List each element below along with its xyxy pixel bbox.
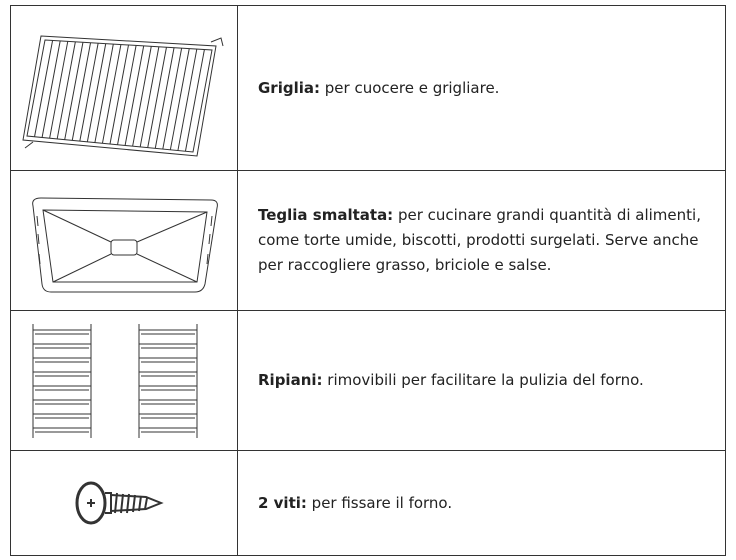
rack-rung [33,329,91,334]
description: per cucinare grandi quantità di alimenti… [258,206,701,274]
rack-rung [33,399,91,404]
screw-cross [87,499,95,507]
description: per fissare il forno. [311,493,453,512]
racks-image [32,323,198,438]
screw-shank [110,493,164,513]
grill-bar [109,44,129,145]
text-cell: Ripiani: rimovibili per facilitare la pu… [237,310,726,451]
rack-rung [139,427,197,432]
grill-bar [101,44,122,144]
grill-bar [86,43,107,142]
grill-frame [22,35,217,157]
description: rimovibili per facilitare la pulizia del… [327,371,644,389]
rack-rung [33,371,91,376]
grill-bar [147,47,167,148]
rack-rung [139,399,197,404]
term: Ripiani: [258,371,323,389]
grill-bar [56,41,76,140]
rack-rung [139,343,197,348]
tray-base [42,208,208,282]
row: Griglia: per cuocere e grigliare. [10,5,726,171]
rack-rung [33,343,91,348]
grill-bar [184,49,205,152]
image-cell [10,450,238,556]
rack-rung [33,413,91,418]
grill-bar [154,47,175,149]
grill-bar [94,43,114,143]
text-cell: Teglia smaltata: per cucinare grandi qua… [237,170,726,311]
tray-ridge [42,209,208,282]
image-cell [10,5,238,171]
rack-rung [33,385,91,390]
term: Griglia: [258,78,320,97]
row: 2 viti: per fissare il forno. [10,450,726,556]
grill-frame [26,39,213,153]
grill-bar [49,41,69,139]
tray-rim [32,196,218,292]
screw-head [75,481,107,525]
rack-rung [139,385,197,390]
grill-bar [117,45,137,145]
grill-bar [124,45,145,146]
rack-rung [33,357,91,362]
grill-bar [79,43,99,142]
rack-rung [139,371,197,376]
text-cell: Griglia: per cuocere e grigliare. [237,5,726,171]
description: per cuocere e grigliare. [324,78,500,97]
grill-hook [24,37,224,149]
row: Teglia smaltata: per cucinare grandi qua… [10,170,726,311]
text-cell: 2 viti: per fissare il forno. [237,450,726,556]
tray-slot [36,215,213,264]
grill-bar [34,40,54,137]
rack-rung [139,329,197,334]
grill-bar [169,48,190,150]
term: 2 viti: [258,493,307,512]
grill-bar [177,48,198,151]
grill-bar [71,42,92,141]
tray-image [32,196,218,292]
grill-bar [162,48,183,150]
image-cell [10,170,238,311]
screw-image [75,481,164,525]
term: Teglia smaltata: [258,206,394,224]
image-cell [10,310,238,451]
screw-thread [114,492,148,514]
accessories-table: Griglia: per cuocere e grigliare. Teglia… [10,5,726,556]
grill-bar [139,46,160,148]
grill-bar [64,42,84,140]
grill-image [22,35,224,157]
row: Ripiani: rimovibili per facilitare la pu… [10,310,726,451]
grill-bar [41,40,61,138]
rack-rung [33,427,91,432]
tray-center [110,239,138,255]
rack-rung [139,413,197,418]
rack-rung [139,357,197,362]
grill-bar [132,46,152,147]
